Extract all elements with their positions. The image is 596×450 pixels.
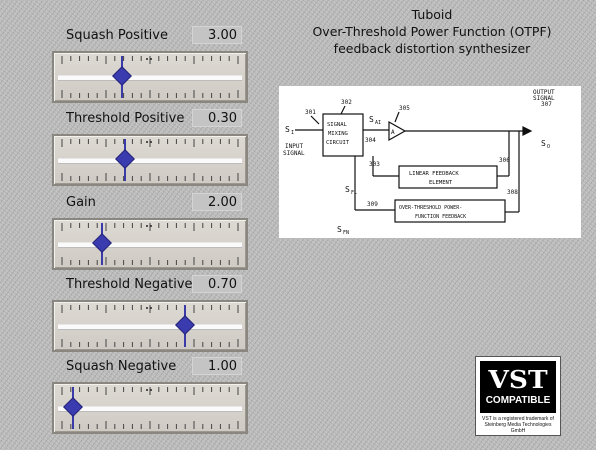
label-output: OUTPUT — [533, 89, 555, 96]
param-label: Threshold Positive — [66, 111, 185, 126]
label-sfl: S — [345, 185, 350, 194]
label-sai-sub: AI — [375, 120, 381, 126]
slider-track — [58, 158, 242, 164]
plugin-description: feedback distortion synthesizer — [333, 41, 531, 56]
label-304: 304 — [365, 137, 376, 144]
label-si: S — [285, 125, 290, 134]
label-input-signal: SIGNAL — [283, 150, 305, 157]
slider-scale — [61, 223, 239, 265]
label-input: INPUT — [285, 143, 303, 150]
plugin-title-block: Tuboid Over-Threshold Power Function (OT… — [282, 6, 582, 57]
slider-scale — [61, 387, 239, 429]
param-label: Squash Negative — [66, 359, 177, 374]
slider-squash-negative[interactable] — [52, 382, 248, 434]
label-302: 302 — [341, 99, 352, 106]
vst-trademark-line-1: VST is a registered trademark of — [482, 416, 554, 422]
param-value-field[interactable]: 0.70 — [192, 275, 242, 293]
label-308: 308 — [507, 189, 518, 196]
label-mixer-1: SIGNAL — [327, 122, 348, 128]
plugin-subtitle: Over-Threshold Power Function (OTPF) — [312, 24, 552, 39]
label-mixer-3: CIRCUIT — [326, 140, 350, 146]
slider-threshold-positive[interactable] — [52, 134, 248, 186]
label-so-sub: O — [547, 144, 550, 150]
param-header: Squash Positive 3.00 — [52, 25, 248, 51]
label-so: S — [541, 139, 546, 148]
slider-track — [58, 75, 242, 81]
slider-scale — [61, 56, 239, 98]
label-si-sub: I — [291, 130, 294, 136]
label-sfn-sub: FN — [343, 230, 349, 236]
param-threshold-positive: Threshold Positive 0.30 — [52, 108, 248, 186]
label-305: 305 — [399, 105, 410, 112]
param-header: Threshold Positive 0.30 — [52, 108, 248, 134]
vst-compatible-logo: VST COMPATIBLE VST is a registered trade… — [475, 356, 561, 436]
label-sfl-sub: FL — [351, 190, 357, 196]
slider-track — [58, 324, 242, 330]
label-otpf-2: FUNCTION FEEDBACK — [415, 214, 466, 220]
param-label: Squash Positive — [66, 28, 168, 43]
vst-trademark-line-2: Steinberg Media Technologies GmbH — [484, 422, 552, 434]
param-value-field[interactable]: 2.00 — [192, 193, 242, 211]
slider-squash-positive[interactable] — [52, 51, 248, 103]
label-307: 307 — [541, 101, 552, 108]
param-value-field[interactable]: 1.00 — [192, 357, 242, 375]
param-header: Gain 2.00 — [52, 192, 248, 218]
vst-logo-background: VST COMPATIBLE — [480, 361, 556, 413]
param-header: Squash Negative 1.00 — [52, 356, 248, 382]
param-value-field[interactable]: 3.00 — [192, 26, 242, 44]
slider-track — [58, 406, 242, 412]
param-threshold-negative: Threshold Negative 0.70 — [52, 274, 248, 352]
param-label: Threshold Negative — [66, 277, 193, 292]
vst-mark: VST — [488, 365, 548, 394]
label-sai: S — [369, 115, 374, 124]
param-gain: Gain 2.00 — [52, 192, 248, 270]
slider-scale — [61, 139, 239, 181]
slider-gain[interactable] — [52, 218, 248, 270]
label-306: 306 — [499, 157, 510, 164]
label-linear-1: LINEAR FEEDBACK — [409, 171, 459, 177]
label-mixer-2: MIXING — [328, 131, 348, 137]
slider-threshold-negative[interactable] — [52, 300, 248, 352]
plugin-name: Tuboid — [411, 7, 453, 22]
vst-compatible-text: COMPATIBLE — [485, 395, 551, 406]
block-diagram-svg: 301 302 305 304 303 306 308 309 307 S I … — [283, 89, 555, 236]
param-squash-negative: Squash Negative 1.00 — [52, 356, 248, 434]
vst-trademark-note: VST is a registered trademark of Steinbe… — [478, 416, 558, 434]
param-value-field[interactable]: 0.30 — [192, 109, 242, 127]
block-diagram: 301 302 305 304 303 306 308 309 307 S I … — [279, 86, 581, 238]
label-303: 303 — [369, 161, 380, 168]
label-output-signal: SIGNAL — [533, 95, 555, 102]
label-amp: A — [391, 129, 395, 136]
label-otpf-1: OVER-THRESHOLD POWER- — [399, 205, 462, 211]
param-squash-positive: Squash Positive 3.00 — [52, 25, 248, 103]
slider-track — [58, 242, 242, 248]
param-label: Gain — [66, 195, 96, 210]
label-sfn: S — [337, 225, 342, 234]
label-309: 309 — [367, 201, 378, 208]
param-header: Threshold Negative 0.70 — [52, 274, 248, 300]
label-linear-2: ELEMENT — [429, 180, 453, 186]
label-301: 301 — [305, 109, 316, 116]
